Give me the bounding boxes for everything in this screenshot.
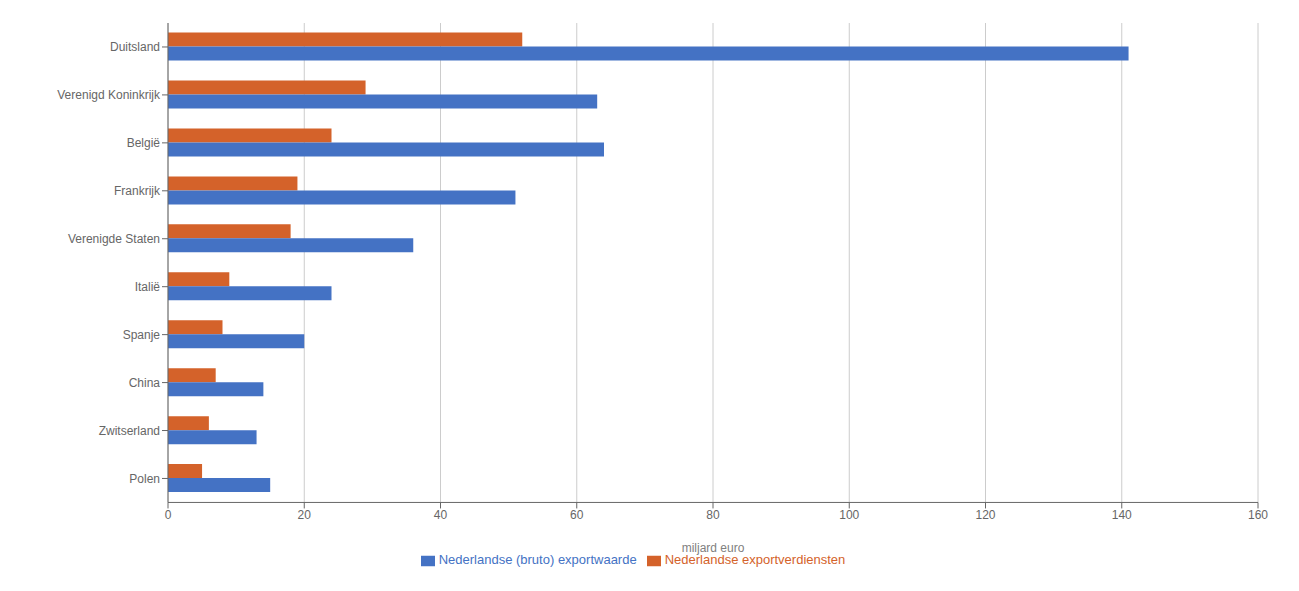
svg-text:160: 160 (1248, 508, 1268, 522)
html-text:Nederlandse (bruto) exportwaar: Nederlandse (bruto) exportwaarde (438, 552, 637, 568)
svg-text:Zwitserland: Zwitserland (99, 424, 160, 438)
svg-text:Spanje: Spanje (123, 328, 161, 342)
svg-text:Polen: Polen (129, 472, 160, 486)
svg-text:miljard euro: miljard euro (682, 541, 745, 555)
svg-text:Verenigde Staten: Verenigde Staten (68, 232, 160, 246)
svg-text:80: 80 (706, 508, 720, 522)
svg-text:België: België (127, 136, 161, 150)
svg-text:Frankrijk: Frankrijk (114, 184, 161, 198)
svg-text:40: 40 (434, 508, 448, 522)
svg-text:60: 60 (570, 508, 584, 522)
svg-text:Italië: Italië (135, 280, 161, 294)
svg-text:Duitsland: Duitsland (110, 40, 160, 54)
svg-text:20: 20 (298, 508, 312, 522)
svg-text:120: 120 (975, 508, 995, 522)
html-text:Nederlandse exportverdiensten: Nederlandse exportverdiensten (664, 552, 846, 568)
svg-text:China: China (129, 376, 161, 390)
svg-text:0: 0 (165, 508, 172, 522)
svg-text:Verenigd Koninkrijk: Verenigd Koninkrijk (57, 88, 161, 102)
svg-text:100: 100 (839, 508, 859, 522)
svg-text:140: 140 (1112, 508, 1132, 522)
